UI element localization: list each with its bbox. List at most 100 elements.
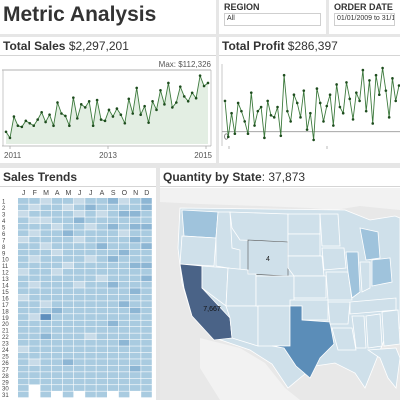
profit-point[interactable]	[387, 116, 391, 119]
heatmap-cell[interactable]	[85, 301, 96, 308]
heatmap-cell[interactable]	[51, 256, 63, 262]
heatmap-cell[interactable]	[141, 204, 152, 211]
profit-point[interactable]	[269, 113, 273, 117]
heatmap-cell[interactable]	[141, 217, 152, 224]
heatmap-cell[interactable]	[29, 320, 40, 327]
sales-point[interactable]	[107, 108, 111, 112]
heatmap-cell[interactable]	[29, 365, 40, 372]
heatmap-cell[interactable]	[130, 256, 141, 262]
heatmap-cell[interactable]	[51, 378, 63, 385]
heatmap-cell[interactable]	[130, 359, 141, 366]
heatmap-cell[interactable]	[51, 346, 63, 353]
heatmap-cell[interactable]	[18, 236, 29, 243]
sales-point[interactable]	[91, 124, 95, 127]
sales-point[interactable]	[12, 115, 16, 118]
heatmap-cell[interactable]	[96, 314, 107, 320]
heatmap-cell[interactable]	[18, 378, 29, 385]
heatmap-cell[interactable]	[141, 307, 152, 314]
heatmap-cell[interactable]	[40, 288, 51, 295]
heatmap-cell[interactable]	[85, 378, 96, 385]
heatmap-cell[interactable]	[118, 385, 130, 391]
order-date-filter[interactable]: ORDER DATE 01/01/2009 to 31/12/2	[329, 0, 400, 34]
profit-point[interactable]	[240, 109, 243, 113]
heatmap-cell[interactable]	[74, 327, 85, 333]
heatmap-cell[interactable]	[74, 198, 85, 204]
heatmap-cell[interactable]	[141, 346, 152, 353]
heatmap-cell[interactable]	[29, 198, 40, 204]
heatmap-cell[interactable]	[107, 320, 119, 327]
profit-point[interactable]	[305, 128, 309, 131]
heatmap-cell[interactable]	[107, 352, 119, 359]
state-michigan[interactable]	[359, 227, 381, 261]
heatmap-cell[interactable]	[141, 359, 152, 366]
heatmap-cell[interactable]	[96, 288, 107, 295]
heatmap-cell[interactable]	[130, 288, 141, 295]
heatmap-cell[interactable]	[51, 236, 63, 243]
state-montana[interactable]	[229, 211, 289, 243]
heatmap-cell[interactable]	[40, 243, 51, 249]
sales-point[interactable]	[68, 124, 71, 127]
heatmap-cell[interactable]	[51, 262, 63, 269]
heatmap-cell[interactable]	[96, 268, 107, 275]
state-ohio[interactable]	[371, 257, 393, 287]
heatmap-cell[interactable]	[29, 391, 40, 398]
sales-point[interactable]	[60, 112, 63, 115]
heatmap-cell[interactable]	[74, 223, 85, 230]
heatmap-cell[interactable]	[29, 223, 40, 230]
heatmap-cell[interactable]	[74, 236, 85, 243]
heatmap-cell[interactable]	[51, 333, 63, 340]
heatmap-cell[interactable]	[29, 262, 40, 269]
heatmap-cell[interactable]	[29, 333, 40, 340]
heatmap-cell[interactable]	[51, 352, 63, 359]
heatmap-cell[interactable]	[18, 198, 29, 204]
profit-point[interactable]	[226, 135, 230, 139]
heatmap-cell[interactable]	[29, 346, 40, 353]
heatmap-cell[interactable]	[107, 249, 119, 256]
heatmap-cell[interactable]	[29, 378, 40, 385]
heatmap-cell[interactable]	[18, 217, 29, 224]
heatmap-cell[interactable]	[130, 314, 141, 320]
heatmap-cell[interactable]	[96, 359, 107, 366]
profit-point[interactable]	[371, 122, 375, 125]
heatmap-cell[interactable]	[62, 230, 74, 237]
heatmap-cell[interactable]	[130, 307, 141, 314]
heatmap-cell[interactable]	[141, 294, 152, 301]
heatmap-cell[interactable]	[18, 204, 29, 211]
heatmap-cell[interactable]	[85, 346, 96, 353]
heatmap-cell[interactable]	[118, 210, 130, 217]
heatmap-cell[interactable]	[107, 281, 119, 288]
heatmap-cell[interactable]	[29, 243, 40, 249]
heatmap-cell[interactable]	[141, 365, 152, 372]
heatmap-cell[interactable]	[51, 217, 63, 224]
heatmap-cell[interactable]	[40, 236, 51, 243]
profit-point[interactable]	[368, 79, 371, 82]
heatmap-cell[interactable]	[141, 249, 152, 256]
heatmap-cell[interactable]	[40, 365, 51, 372]
heatmap-cell[interactable]	[96, 301, 107, 308]
heatmap-cell[interactable]	[107, 327, 119, 333]
profit-point[interactable]	[315, 87, 319, 90]
profit-point[interactable]	[223, 99, 227, 103]
sales-point[interactable]	[147, 121, 150, 124]
heatmap-cell[interactable]	[107, 339, 119, 346]
heatmap-cell[interactable]	[130, 346, 141, 353]
heatmap-cell[interactable]	[130, 262, 141, 269]
heatmap-cell[interactable]	[118, 230, 130, 237]
heatmap-cell[interactable]	[51, 307, 63, 314]
heatmap-cell[interactable]	[18, 385, 29, 391]
profit-point[interactable]	[378, 93, 381, 97]
heatmap-cell[interactable]	[62, 288, 74, 295]
heatmap-cell[interactable]	[96, 339, 107, 346]
heatmap-cell[interactable]	[51, 372, 63, 378]
heatmap-cell[interactable]	[118, 339, 130, 346]
heatmap-cell[interactable]	[74, 294, 85, 301]
heatmap-cell[interactable]	[40, 352, 51, 359]
heatmap-cell[interactable]	[18, 346, 29, 353]
profit-point[interactable]	[328, 93, 332, 97]
sales-point[interactable]	[115, 107, 119, 110]
heatmap-cell[interactable]	[18, 339, 29, 346]
sales-point[interactable]	[44, 120, 47, 124]
heatmap-cell[interactable]	[130, 301, 141, 308]
profit-point[interactable]	[292, 93, 296, 97]
state-alabama[interactable]	[365, 313, 383, 349]
